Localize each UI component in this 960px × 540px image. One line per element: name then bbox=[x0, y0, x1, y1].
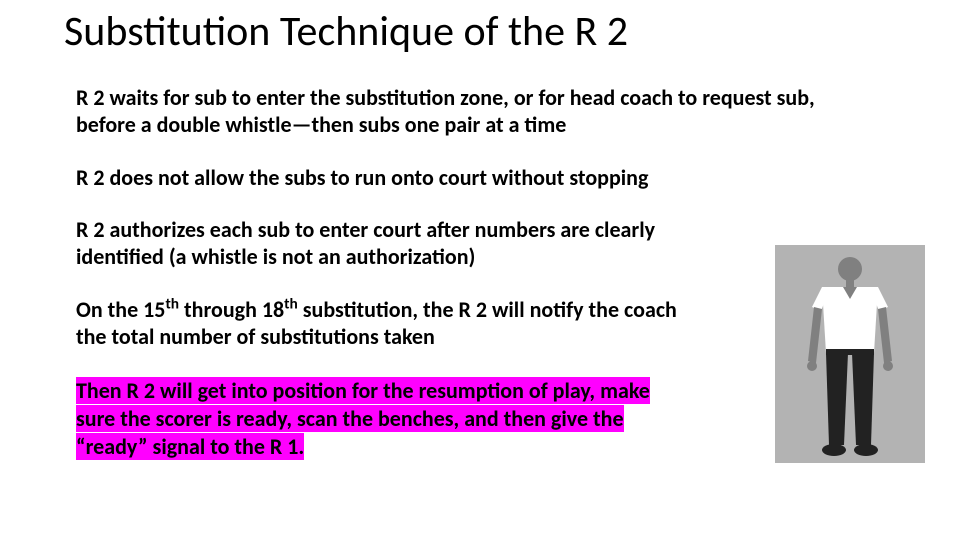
paragraph-1: R 2 waits for sub to enter the substitut… bbox=[76, 85, 836, 139]
slide: Substitution Technique of the R 2 R 2 wa… bbox=[0, 0, 960, 540]
referee-head bbox=[838, 257, 862, 281]
referee-arm-left bbox=[808, 307, 822, 363]
referee-shoe-left bbox=[822, 444, 846, 456]
referee-neck bbox=[846, 279, 854, 287]
referee-hand-left bbox=[807, 361, 817, 371]
referee-figure bbox=[775, 245, 925, 463]
body-column: R 2 waits for sub to enter the substitut… bbox=[76, 85, 836, 487]
referee-arm-right bbox=[878, 307, 892, 363]
paragraph-5: Then R 2 will get into position for the … bbox=[76, 377, 836, 461]
slide-title: Substitution Technique of the R 2 bbox=[64, 6, 924, 57]
paragraph-2: R 2 does not allow the subs to run onto … bbox=[76, 165, 836, 192]
referee-leg-left bbox=[826, 353, 848, 445]
highlight-line-3: “ready” signal to the R 1. bbox=[76, 433, 304, 460]
referee-shoe-right bbox=[854, 444, 878, 456]
highlight-line-2: sure the scorer is ready, scan the bench… bbox=[76, 405, 624, 432]
referee-icon bbox=[775, 245, 925, 463]
highlight-line-1: Then R 2 will get into position for the … bbox=[76, 377, 650, 404]
referee-hand-right bbox=[883, 361, 893, 371]
paragraph-4: On the 15th through 18th substitution, t… bbox=[76, 297, 696, 351]
referee-leg-right bbox=[852, 353, 874, 445]
paragraph-3: R 2 authorizes each sub to enter court a… bbox=[76, 217, 696, 271]
